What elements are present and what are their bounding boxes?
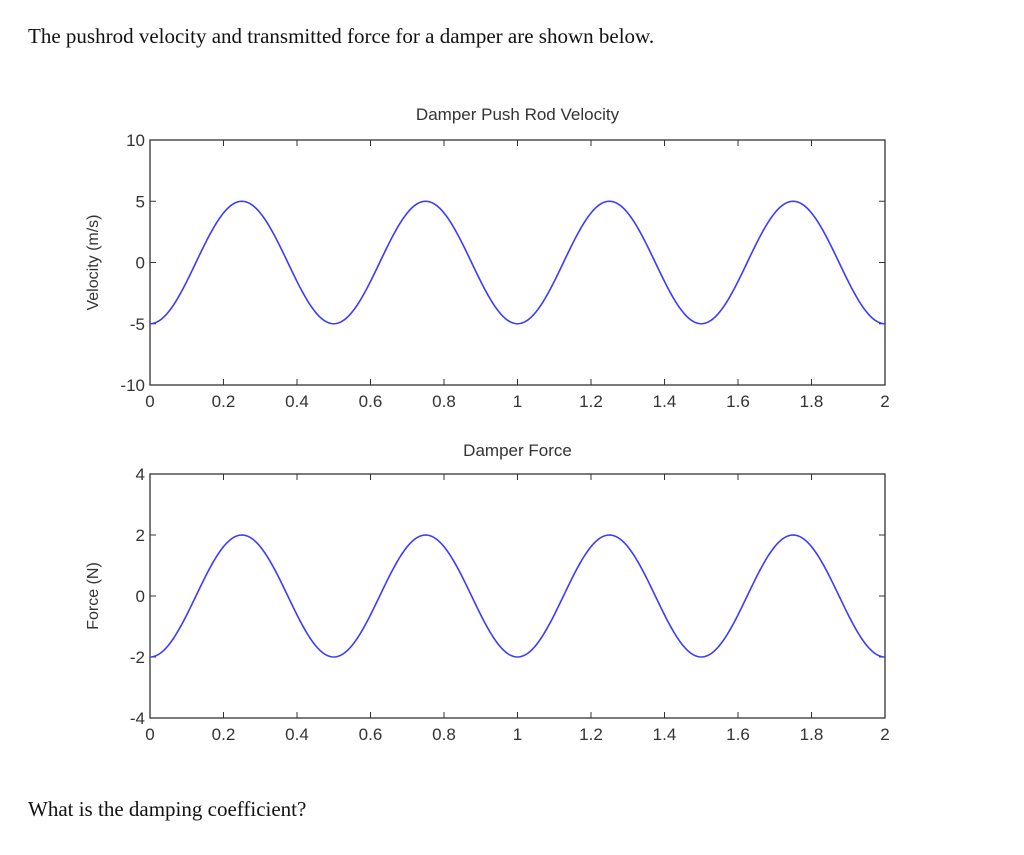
x-tick-label: 1.2 (579, 392, 603, 411)
intro-text: The pushrod velocity and transmitted for… (28, 24, 655, 48)
chart-title: Damper Force (463, 441, 572, 460)
x-tick-label: 1 (513, 392, 522, 411)
y-tick-label: -4 (130, 709, 145, 728)
velocity-chart: Damper Push Rod Velocity Velocity (m/s) 0 0… (85, 105, 890, 411)
y-tick-label: 5 (136, 192, 145, 211)
y-tick-label: -10 (120, 376, 145, 395)
y-tick-label: 4 (136, 465, 145, 484)
y-tick-label: 0 (136, 587, 145, 606)
y-tick-label: 10 (126, 131, 145, 150)
x-tick-label: 1 (513, 725, 522, 744)
x-tick-label: 1.4 (653, 392, 677, 411)
y-tick-label: -5 (130, 315, 145, 334)
x-tick-label: 1.8 (800, 392, 824, 411)
x-tick-label: 0.2 (212, 725, 236, 744)
data-line-velocity (149, 200, 886, 325)
x-tick-label: 1.6 (726, 725, 750, 744)
x-tick-label: 0.6 (359, 725, 383, 744)
x-tick-label: 0.4 (285, 392, 309, 411)
y-axis-label: Force (N) (85, 562, 102, 630)
x-tick-label: 1.8 (800, 725, 824, 744)
force-chart: Damper Force Force (N) 0 0.2 0.4 0.6 0.8 1 1.2 1.… (85, 441, 890, 744)
x-tick-label: 2 (880, 392, 889, 411)
data-line-force (149, 534, 886, 658)
y-tick-label: -2 (130, 648, 145, 667)
x-tick-label: 2 (880, 725, 889, 744)
x-tick-label: 0.6 (359, 392, 383, 411)
x-tick-label: 1.6 (726, 392, 750, 411)
x-tick-label: 0 (145, 392, 154, 411)
x-tick-label: 1.4 (653, 725, 677, 744)
chart-title: Damper Push Rod Velocity (416, 105, 620, 124)
x-tick-label: 0.8 (432, 392, 456, 411)
plot-frame (149, 473, 886, 719)
x-tick-label: 0.8 (432, 725, 456, 744)
y-tick-label: 0 (136, 254, 145, 273)
question-text: What is the damping coefficient? (28, 797, 307, 821)
x-tick-label: 0 (145, 725, 154, 744)
y-tick-label: 2 (136, 526, 145, 545)
x-tick-label: 0.2 (212, 392, 236, 411)
y-axis-label: Velocity (m/s) (85, 214, 102, 310)
x-tick-label: 0.4 (285, 725, 309, 744)
x-tick-label: 1.2 (579, 725, 603, 744)
